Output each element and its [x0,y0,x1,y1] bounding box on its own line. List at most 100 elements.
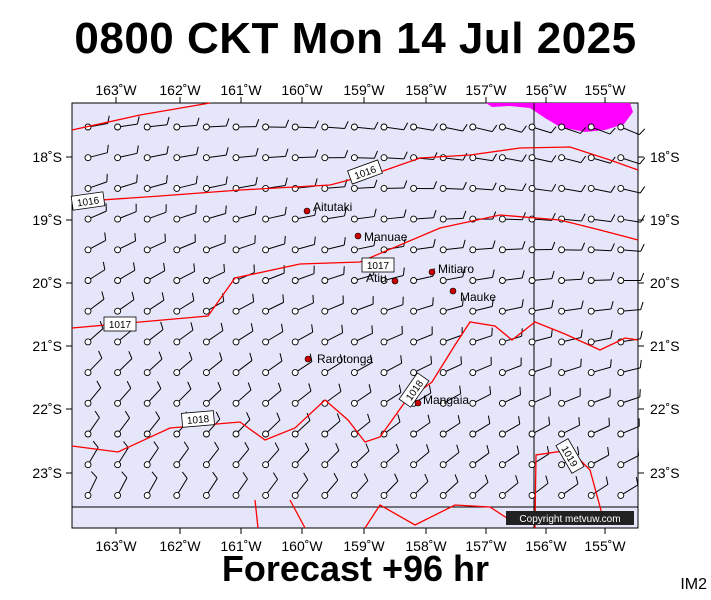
isobar-line [254,499,259,529]
wind-barb [202,205,227,223]
wind-barb [291,472,309,499]
wind-barb [558,184,586,193]
wind-barb [469,327,493,346]
isobar-line [71,146,639,203]
forecast-label: Forecast +96 hr [221,548,490,589]
wind-barb [291,265,315,284]
wind-barb [469,386,492,407]
wind-barb [498,154,527,162]
wind-barb [173,204,197,223]
wind-barb [498,241,526,254]
wind-barb [202,234,226,254]
wind-barb [587,301,614,315]
wind-barb [469,474,489,499]
svg-text:1017: 1017 [109,320,132,331]
wind-barb [143,145,169,162]
lon-label-top: 156˚W [525,82,567,98]
wind-barb [558,123,587,134]
wind-barb [528,183,557,192]
svg-text:1016: 1016 [76,195,100,209]
wind-barb [173,263,196,284]
wind-barb [617,418,640,438]
wind-barb [262,442,280,469]
wind-barb [350,325,373,346]
wind-barb [439,297,464,315]
lat-label-right: 23˚S [650,465,680,481]
location-mitiaro: Mitiaro [428,262,474,276]
wind-barb [410,414,431,438]
isobar-label-4: 1017 [103,316,137,332]
wind-barb [114,145,139,162]
wind-barb [350,150,378,162]
wind-barb [291,442,310,469]
wind-barb [202,352,223,377]
lat-label-right: 20˚S [650,275,680,291]
lat-label-left: 19˚S [32,212,62,228]
lat-label-right: 18˚S [650,149,680,165]
location-atiu: Atiu [366,271,399,285]
wind-barb [173,234,196,254]
wind-barb [291,324,314,346]
wind-barb [587,417,610,438]
wind-barb [84,350,103,377]
wind-barb [587,330,613,346]
wind-barb [321,237,346,254]
wind-barb [173,381,192,407]
lon-label-top: 161˚W [220,82,262,98]
wind-barb [84,261,106,284]
wind-barb [617,184,646,194]
lon-label-top: 163˚W [95,82,137,98]
wind-barb [558,387,581,407]
wind-barb [350,473,369,499]
wind-barb [143,204,167,223]
rain-area [486,103,633,132]
wind-barb [439,123,468,132]
wind-barb [232,442,250,469]
wind-barb [143,175,168,192]
wind-barb [498,183,527,192]
wind-barb [439,327,463,346]
wind-barb [558,329,583,346]
wind-barb [380,443,400,469]
wind-barb [410,297,434,315]
svg-text:Rarotonga: Rarotonga [317,352,373,366]
lon-label-bottom: 155˚W [584,538,626,554]
wind-barb [143,411,161,438]
isobar-line [71,214,639,329]
wind-barb [114,410,131,438]
wind-barb [498,416,521,438]
lat-label-right: 21˚S [650,338,680,354]
wind-barb [350,179,378,192]
lon-label-bottom: 161˚W [220,538,262,554]
svg-text:Aitutaki: Aitutaki [313,200,352,214]
wind-barb [232,118,260,131]
svg-text:1017: 1017 [367,261,390,272]
lat-label-left: 21˚S [32,338,62,354]
wind-barb [587,154,616,164]
wind-barb [617,359,642,377]
lon-label-top: 158˚W [405,82,447,98]
wind-barb [350,296,374,315]
wind-barb [173,117,200,131]
wind-barb [439,210,467,223]
location-manuae: Manuae [354,230,408,244]
wind-barb [498,123,527,133]
wind-barb [143,233,166,254]
wind-barb [321,266,345,284]
wind-barb [587,214,616,223]
wind-barb [202,263,225,284]
wind-barb [350,384,372,407]
location-mangaia: Mangaia [414,393,469,407]
lat-label-left: 20˚S [32,275,62,291]
wind-barb [202,471,218,499]
wind-barb [114,351,133,377]
wind-barb [143,351,163,377]
lon-label-bottom: 159˚W [343,538,385,554]
wind-barb [321,472,339,499]
lon-label-top: 160˚W [281,82,323,98]
wind-barb [114,174,138,192]
wind-barb [498,270,525,284]
lon-label-top: 162˚W [159,82,201,98]
wind-barb [498,328,523,346]
